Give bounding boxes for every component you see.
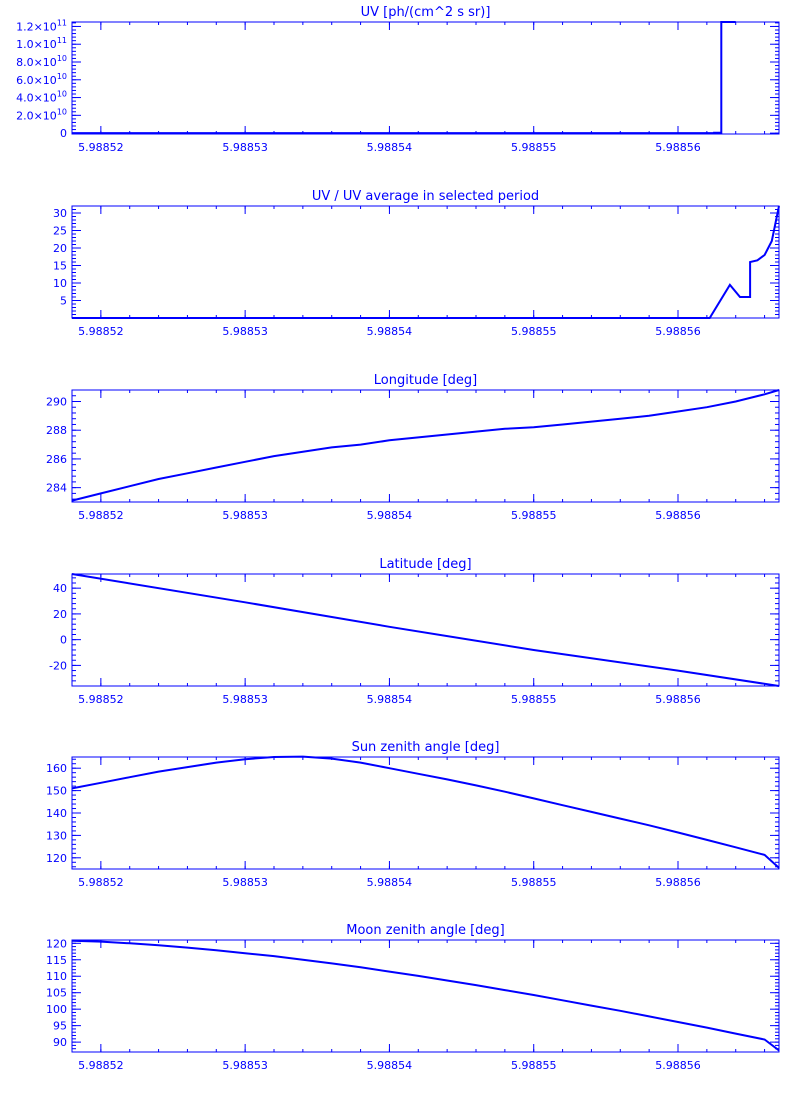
series-line xyxy=(71,939,780,1052)
y-tick-label: 130 xyxy=(46,829,67,842)
y-tick-label: 6.0×1010 xyxy=(16,72,67,87)
x-tick-label: 5.98856 xyxy=(655,876,701,889)
chart-title: Latitude [deg] xyxy=(379,557,471,572)
y-tick-label: 288 xyxy=(46,424,67,437)
y-tick-label: 2.0×1010 xyxy=(16,107,67,122)
moon-zenith-panel: Moon zenith angle [deg] 5.98852 5.98853 5.… xyxy=(46,923,780,1072)
x-tick-label: 5.98852 xyxy=(78,141,124,154)
x-tick-label: 5.98852 xyxy=(78,325,124,338)
y-tick-label: 20 xyxy=(53,608,67,621)
x-tick-label: 5.98852 xyxy=(78,693,124,706)
x-tick-label: 5.98856 xyxy=(655,141,701,154)
x-tick-label: 5.98855 xyxy=(511,1059,557,1072)
x-tick-label: 5.98856 xyxy=(655,693,701,706)
x-tick-label: 5.98855 xyxy=(511,325,557,338)
sun-zenith-panel: Sun zenith angle [deg] 5.98852 5.98853 5.9… xyxy=(46,740,780,889)
y-tick-label: 105 xyxy=(46,987,67,1000)
plot-frame xyxy=(71,573,780,687)
chart-title: Sun zenith angle [deg] xyxy=(352,740,500,755)
x-tick-label: 5.98852 xyxy=(78,876,124,889)
y-tick-label: 95 xyxy=(53,1020,67,1033)
x-tick-label: 5.98853 xyxy=(222,509,268,522)
x-tick-label: 5.98852 xyxy=(78,1059,124,1072)
y-tick-label: 10 xyxy=(53,277,67,290)
x-tick-label: 5.98853 xyxy=(222,1059,268,1072)
x-tick-label: 5.98853 xyxy=(222,876,268,889)
chart-title: UV [ph/(cm^2 s sr)] xyxy=(361,5,491,20)
chart-title: Moon zenith angle [deg] xyxy=(346,923,504,938)
x-tick-label: 5.98855 xyxy=(511,876,557,889)
plot-frame xyxy=(71,389,780,503)
y-tick-label: 140 xyxy=(46,807,67,820)
y-tick-label: 115 xyxy=(46,954,67,967)
y-tick-label: 284 xyxy=(46,482,67,495)
x-tick-label: 5.98854 xyxy=(367,141,413,154)
y-tick-label: 160 xyxy=(46,762,67,775)
y-tick-label: 120 xyxy=(46,937,67,950)
y-tick-label: 286 xyxy=(46,453,67,466)
y-tick-label: 110 xyxy=(46,970,67,983)
x-tick-label: 5.98853 xyxy=(222,325,268,338)
y-tick-label: 100 xyxy=(46,1003,67,1016)
y-tick-label: 5 xyxy=(60,295,67,308)
y-tick-label: 8.0×1010 xyxy=(16,54,67,69)
x-tick-label: 5.98853 xyxy=(222,693,268,706)
x-tick-label: 5.98856 xyxy=(655,1059,701,1072)
series-line xyxy=(71,755,780,869)
y-tick-label: 1.2×1011 xyxy=(16,18,67,33)
x-tick-label: 5.98853 xyxy=(222,141,268,154)
x-tick-label: 5.98854 xyxy=(367,876,413,889)
y-tick-label: 40 xyxy=(53,582,67,595)
longitude-panel: Longitude [deg] 5.98852 5.98853 5.98854 5.9… xyxy=(46,373,780,522)
x-tick-label: 5.98852 xyxy=(78,509,124,522)
y-tick-label: 4.0×1010 xyxy=(16,90,67,105)
x-tick-label: 5.98854 xyxy=(367,693,413,706)
x-tick-label: 5.98854 xyxy=(367,325,413,338)
y-tick-label: 0 xyxy=(60,634,67,647)
y-tick-label: 25 xyxy=(53,225,67,238)
x-tick-label: 5.98856 xyxy=(655,325,701,338)
x-tick-label: 5.98856 xyxy=(655,509,701,522)
x-tick-label: 5.98855 xyxy=(511,509,557,522)
y-tick-label: 1.0×1011 xyxy=(16,36,67,51)
series-line xyxy=(72,205,780,319)
chart-title: Longitude [deg] xyxy=(374,373,477,388)
series-line xyxy=(71,389,780,502)
x-tick-label: 5.98855 xyxy=(511,141,557,154)
y-tick-label: 0 xyxy=(60,127,67,140)
series-line xyxy=(71,573,780,687)
chart-title: UV / UV average in selected period xyxy=(312,189,539,204)
x-tick-label: 5.98855 xyxy=(511,693,557,706)
y-tick-label: -20 xyxy=(49,659,67,672)
uv-panel: UV [ph/(cm^2 s sr)] 5.98852 5.98853 5.9885… xyxy=(16,5,780,154)
y-tick-label: 90 xyxy=(53,1036,67,1049)
y-tick-label: 120 xyxy=(46,852,67,865)
y-tick-label: 20 xyxy=(53,242,67,255)
y-tick-label: 150 xyxy=(46,785,67,798)
series-line xyxy=(72,21,736,135)
y-tick-label: 30 xyxy=(53,207,67,220)
y-tick-label: 15 xyxy=(53,260,67,273)
x-tick-label: 5.98854 xyxy=(367,1059,413,1072)
y-tick-label: 290 xyxy=(46,395,67,408)
latitude-panel: Latitude [deg] 5.98852 5.98853 5.98854 5.98… xyxy=(49,557,780,706)
x-tick-label: 5.98854 xyxy=(367,509,413,522)
uv-ratio-panel: UV / UV average in selected period 5.988… xyxy=(53,189,780,338)
